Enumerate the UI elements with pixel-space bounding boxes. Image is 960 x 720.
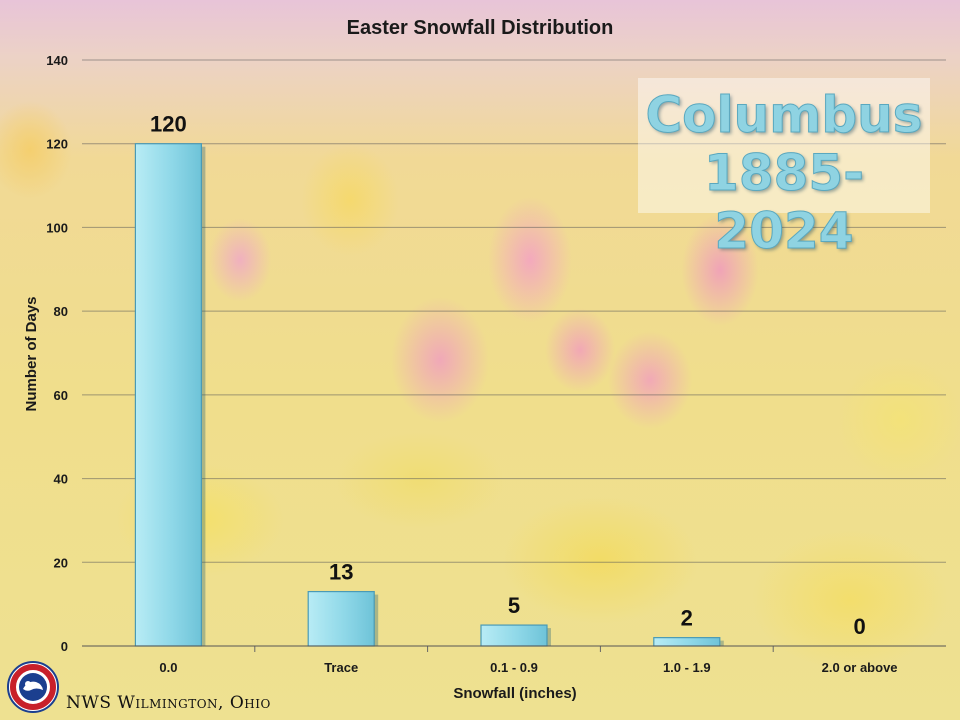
- bar: [307, 590, 375, 647]
- y-tick-label: 60: [54, 388, 68, 403]
- office-name: NWS Wilmington, Ohio: [66, 693, 271, 713]
- y-tick-label: 80: [54, 304, 68, 319]
- value-label: 5: [508, 593, 520, 618]
- y-tick-label: 100: [46, 220, 68, 235]
- x-axis-title: Snowfall (inches): [453, 685, 576, 702]
- y-axis-title: Number of Days: [23, 296, 40, 411]
- y-tick-label: 40: [54, 472, 68, 487]
- bar: [134, 143, 202, 647]
- station-name: Columbus: [645, 86, 923, 145]
- footer: NWS Wilmington, Ohio: [6, 660, 326, 716]
- bar: [480, 624, 548, 647]
- bar: [653, 637, 721, 647]
- y-tick-label: 120: [46, 137, 68, 152]
- value-label: 120: [150, 112, 187, 137]
- x-tick-label: 1.0 - 1.9: [663, 660, 711, 675]
- value-label: 0: [853, 614, 865, 639]
- chart-title: Easter Snowfall Distribution: [347, 17, 614, 39]
- value-labels: 120 13 5 2 0: [150, 112, 866, 639]
- x-axis-ticks: 0.0 Trace 0.1 - 0.9 1.0 - 1.9 2.0 or above: [159, 646, 898, 675]
- x-tick-label: 0.0: [159, 660, 177, 675]
- period-of-record: 1885-2024: [704, 144, 865, 261]
- y-tick-label: 140: [46, 53, 68, 68]
- value-label: 13: [329, 560, 353, 585]
- nws-logo-icon: [7, 661, 59, 713]
- value-label: 2: [681, 606, 693, 631]
- x-tick-label: 2.0 or above: [822, 660, 898, 675]
- station-annotation: Columbus 1885-2024: [638, 78, 930, 261]
- y-tick-label: 0: [61, 639, 68, 654]
- x-tick-label: Trace: [324, 660, 358, 675]
- y-tick-label: 20: [54, 555, 68, 570]
- x-tick-label: 0.1 - 0.9: [490, 660, 538, 675]
- bars: [134, 143, 724, 647]
- y-axis-ticks: 0 20 40 60 80 100 120 140: [46, 53, 68, 654]
